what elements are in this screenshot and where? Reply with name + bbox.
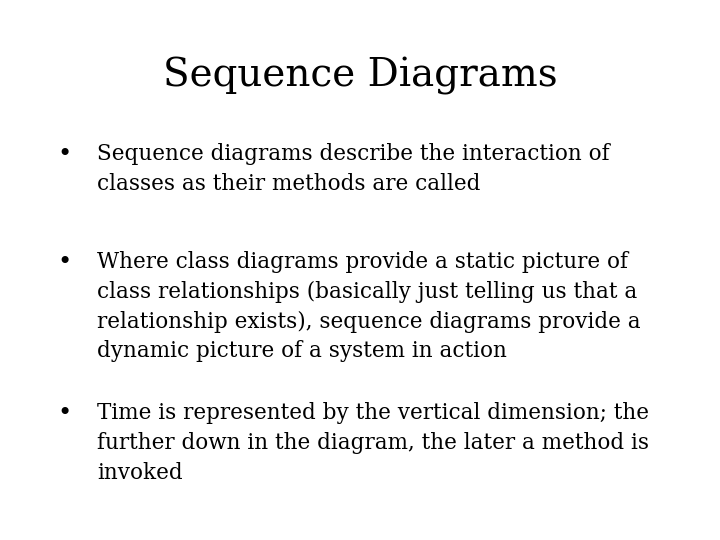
Text: •: • [58,402,72,426]
Text: Time is represented by the vertical dimension; the
further down in the diagram, : Time is represented by the vertical dime… [97,402,649,484]
Text: Sequence diagrams describe the interaction of
classes as their methods are calle: Sequence diagrams describe the interacti… [97,143,610,195]
Text: Where class diagrams provide a static picture of
class relationships (basically : Where class diagrams provide a static pi… [97,251,641,362]
Text: •: • [58,251,72,274]
Text: •: • [58,143,72,166]
Text: Sequence Diagrams: Sequence Diagrams [163,57,557,94]
